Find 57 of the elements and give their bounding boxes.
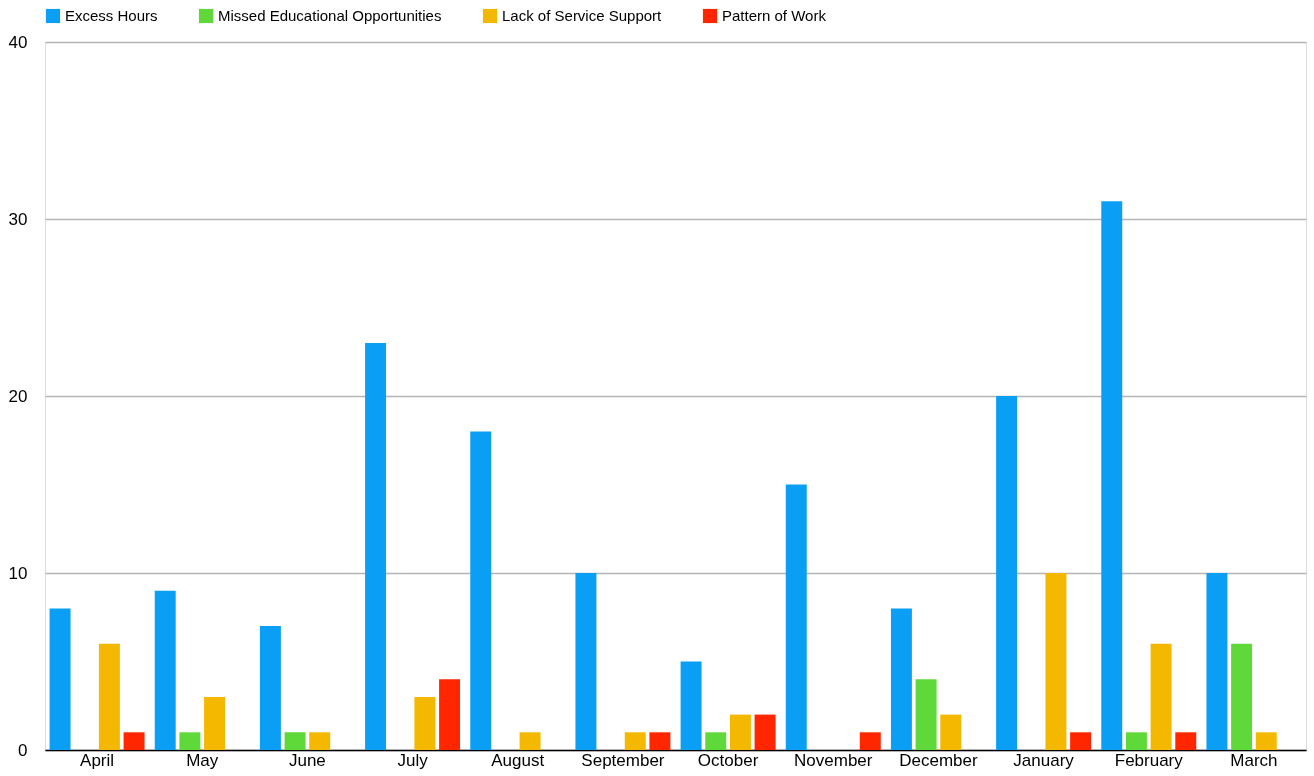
y-tick-label: 0	[18, 740, 28, 760]
y-tick-label: 30	[8, 209, 28, 229]
bar	[1231, 643, 1253, 750]
x-tick-label: April	[80, 750, 115, 770]
bar	[1206, 573, 1228, 750]
bar	[649, 732, 671, 750]
bar	[1101, 201, 1123, 750]
x-tick-label: September	[581, 750, 665, 770]
bar	[519, 732, 541, 750]
bar	[624, 732, 646, 750]
bar	[940, 714, 962, 750]
bar	[259, 626, 281, 750]
bar	[785, 484, 807, 750]
bar	[179, 732, 201, 750]
bar	[98, 643, 120, 750]
x-tick-label: November	[794, 750, 873, 770]
bar	[1175, 732, 1197, 750]
bar	[284, 732, 306, 750]
bar	[439, 679, 461, 750]
bar	[754, 714, 776, 750]
bar	[470, 431, 492, 750]
bar	[890, 608, 912, 750]
x-tick-label: February	[1114, 750, 1184, 770]
bar	[309, 732, 331, 750]
bar	[729, 714, 751, 750]
bar	[705, 732, 727, 750]
bar	[123, 732, 145, 750]
x-tick-label: March	[1230, 750, 1278, 770]
x-tick-label: January	[1013, 750, 1075, 770]
bar	[1070, 732, 1092, 750]
bar	[204, 696, 226, 750]
bar	[1125, 732, 1147, 750]
x-tick-label: June	[288, 750, 326, 770]
x-tick-label: October	[697, 750, 759, 770]
bar	[49, 608, 71, 750]
bar	[1045, 573, 1067, 750]
bar	[154, 590, 176, 750]
x-tick-label: July	[397, 750, 429, 770]
bar	[365, 342, 387, 750]
bar	[575, 573, 597, 750]
y-tick-label: 20	[8, 386, 28, 406]
legend-label: Pattern of Work	[722, 7, 827, 24]
bar	[1150, 643, 1172, 750]
y-tick-label: 40	[8, 32, 28, 52]
bar	[1255, 732, 1277, 750]
legend-label: Missed Educational Opportunities	[218, 7, 442, 24]
x-tick-label: December	[899, 750, 978, 770]
x-tick-label: August	[491, 750, 545, 770]
bar	[996, 396, 1018, 750]
bar	[414, 696, 436, 750]
bar	[680, 661, 702, 750]
y-tick-label: 10	[8, 563, 28, 583]
bar	[859, 732, 881, 750]
legend-label: Lack of Service Support	[502, 7, 663, 24]
legend-label: Excess Hours	[65, 7, 158, 24]
x-tick-label: May	[186, 750, 219, 770]
bar	[915, 679, 937, 750]
